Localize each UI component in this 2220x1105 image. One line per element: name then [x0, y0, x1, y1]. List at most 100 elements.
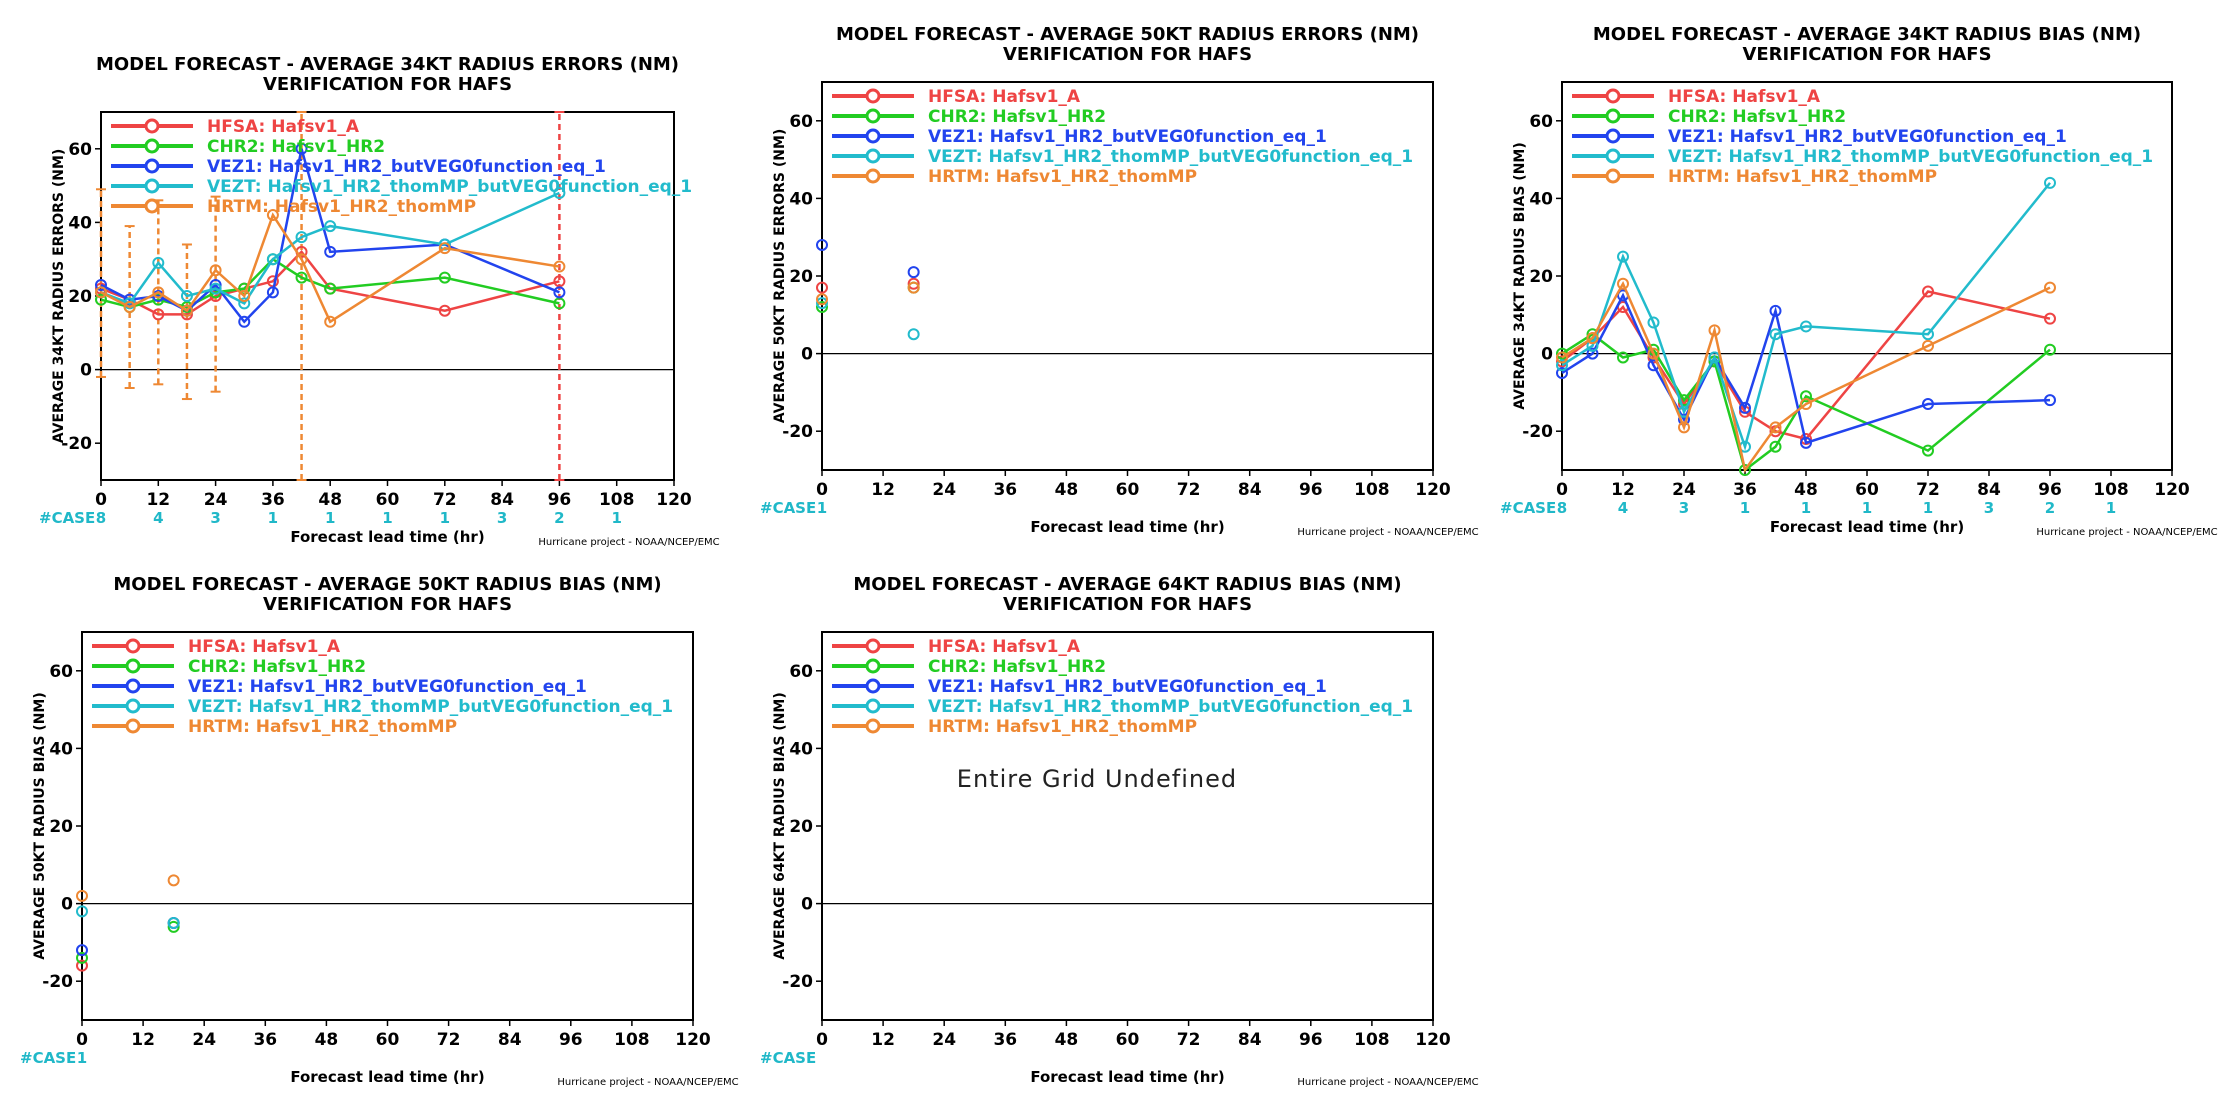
case-count: 3 [497, 509, 507, 527]
data-point-vezt [1617, 250, 1629, 263]
chart-panel-2: MODEL FORECAST - AVERAGE 50KT RADIUS ERR… [760, 24, 1479, 538]
series-line-vezt [100, 191, 560, 305]
legend-label: HRTM: Hafsv1_HR2_thomMP [928, 167, 1197, 187]
x-tick-label: 24 [932, 1030, 956, 1050]
chart-title: MODEL FORECAST - AVERAGE 50KT RADIUS BIA… [113, 574, 661, 595]
case-count: 1 [1923, 499, 1933, 517]
legend-label: HRTM: Hafsv1_HR2_thomMP [188, 717, 457, 737]
case-count: 1 [440, 509, 450, 527]
data-point-chr2 [295, 271, 308, 284]
y-axis-label: AVERAGE 64KT RADIUS BIAS (NM) [772, 692, 788, 959]
x-tick-label: 36 [1733, 480, 1757, 500]
y-axis-label: AVERAGE 50KT RADIUS BIAS (NM) [32, 692, 48, 959]
legend-swatch-marker [865, 638, 881, 654]
data-point-chr2 [95, 293, 107, 306]
chart-panel-4: MODEL FORECAST - AVERAGE 50KT RADIUS BIA… [20, 574, 739, 1088]
chart-panel-5: MODEL FORECAST - AVERAGE 64KT RADIUS BIA… [760, 574, 1479, 1088]
data-point-hrtm [2044, 281, 2056, 294]
x-tick-label: 24 [192, 1030, 216, 1050]
data-point-hfsa [1922, 285, 1934, 298]
data-point-hrtm [76, 889, 88, 902]
series-line-chr2 [1561, 332, 2051, 473]
case-count: 4 [1618, 499, 1628, 517]
chart-panel-1: MODEL FORECAST - AVERAGE 34KT RADIUS ERR… [39, 54, 720, 548]
undefined-note: Entire Grid Undefined [957, 765, 1237, 793]
legend-swatch-marker [865, 148, 881, 164]
legend-label: VEZT: Hafsv1_HR2_thomMP_butVEG0function_… [928, 147, 1413, 167]
y-tick-label: 60 [68, 140, 92, 160]
x-tick-label: 24 [204, 490, 228, 510]
case-count: 1 [611, 509, 621, 527]
legend-swatch-marker [144, 158, 160, 174]
data-point-vezt [167, 917, 180, 929]
x-tick-label: 0 [1556, 480, 1568, 500]
case-count: 4 [153, 509, 163, 527]
data-point-hrtm [553, 260, 566, 273]
y-tick-label: 20 [1529, 267, 1553, 287]
data-point-vezt [2044, 176, 2056, 189]
x-tick-label: 120 [2154, 480, 2190, 500]
legend-label: VEZ1: Hafsv1_HR2_butVEG0function_eq_1 [207, 157, 606, 177]
data-point-vezt [180, 290, 193, 302]
x-tick-label: 0 [95, 490, 107, 510]
data-point-vezt [266, 253, 279, 266]
data-point-hrtm [1922, 339, 1934, 352]
x-tick-label: 96 [2038, 480, 2062, 500]
legend-label: HRTM: Hafsv1_HR2_thomMP [928, 717, 1197, 737]
x-tick-label: 96 [548, 490, 572, 510]
credit-text: Hurricane project - NOAA/NCEP/EMC [2036, 527, 2217, 538]
x-tick-label: 96 [559, 1030, 583, 1050]
legend-label: CHR2: Hafsv1_HR2 [188, 657, 366, 677]
legend-swatch-marker [865, 108, 881, 124]
data-point-vez1 [1922, 398, 1934, 411]
data-point-hrtm [816, 293, 828, 306]
data-point-vez1 [907, 266, 920, 279]
y-tick-label: -20 [782, 422, 813, 442]
data-point-hrtm [123, 301, 136, 314]
x-tick-label: 48 [318, 490, 342, 510]
chart-subtitle: VERIFICATION FOR HAFS [263, 74, 512, 95]
legend-label: VEZT: Hafsv1_HR2_thomMP_butVEG0function_… [188, 697, 673, 717]
case-count: 3 [210, 509, 220, 527]
x-axis-label: Forecast lead time (hr) [1770, 518, 1964, 536]
x-tick-label: 12 [131, 1030, 155, 1050]
data-point-vezt [1922, 328, 1934, 341]
x-tick-label: 84 [1238, 480, 1262, 500]
data-point-hfsa [2044, 312, 2056, 325]
data-point-vez1 [1586, 347, 1599, 360]
case-count: 1 [268, 509, 278, 527]
case-count: 8 [96, 509, 106, 527]
y-tick-label: 20 [789, 267, 813, 287]
legend-swatch-marker [1605, 128, 1621, 144]
y-tick-label: 40 [49, 739, 73, 759]
data-point-hfsa [553, 275, 566, 288]
data-point-hrtm [1647, 347, 1660, 360]
data-point-chr2 [76, 951, 88, 964]
data-point-chr2 [2044, 343, 2056, 356]
data-point-hrtm [1769, 421, 1782, 434]
credit-text: Hurricane project - NOAA/NCEP/EMC [538, 537, 719, 548]
legend-label: HFSA: Hafsv1_A [188, 637, 341, 657]
x-tick-label: 108 [1354, 1030, 1390, 1050]
y-tick-label: 60 [1529, 112, 1553, 132]
case-count: 1 [325, 509, 335, 527]
x-axis-label: Forecast lead time (hr) [290, 1068, 484, 1086]
x-tick-label: 0 [76, 1030, 88, 1050]
data-point-vezt [1800, 320, 1812, 333]
case-count: 1 [1740, 499, 1750, 517]
data-point-hrtm [295, 253, 308, 266]
data-point-vez1 [266, 286, 279, 299]
y-tick-label: 20 [49, 817, 73, 837]
x-tick-label: 12 [871, 480, 895, 500]
y-tick-label: 60 [789, 662, 813, 682]
x-tick-label: 96 [1299, 480, 1323, 500]
data-point-vezt [295, 231, 308, 244]
chart-subtitle: VERIFICATION FOR HAFS [1742, 44, 1991, 65]
x-tick-label: 48 [315, 1030, 339, 1050]
x-tick-label: 60 [1116, 1030, 1140, 1050]
chart-title: MODEL FORECAST - AVERAGE 34KT RADIUS ERR… [96, 54, 679, 75]
data-point-vez1 [76, 944, 88, 957]
data-point-vezt [324, 220, 337, 233]
chart-subtitle: VERIFICATION FOR HAFS [1003, 44, 1252, 65]
